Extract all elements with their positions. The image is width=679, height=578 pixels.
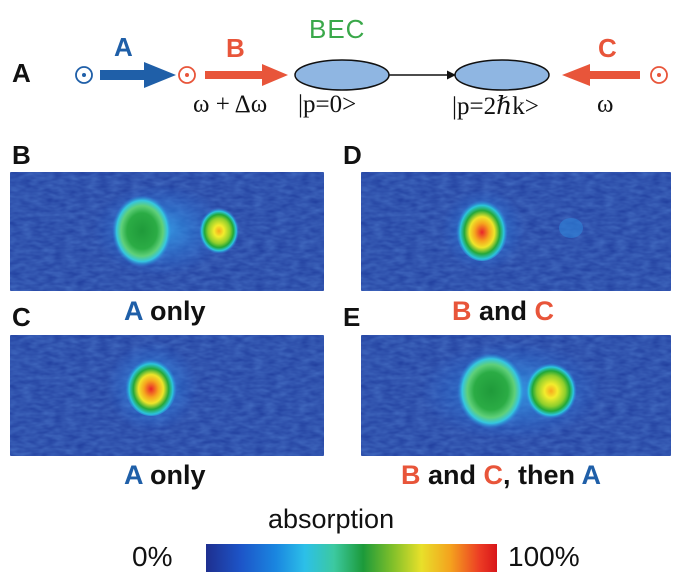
absorption-colorbar [206,544,497,572]
caption-part: B [452,296,472,326]
caption-part: and [471,296,535,326]
beam-c-label: C [598,33,617,63]
circled-dot-icon-a [75,66,93,84]
caption-part: only [142,460,206,490]
panel-a-label: A [12,58,31,88]
absorption-image-e [361,335,671,456]
schematic-diagram [75,59,668,91]
caption-part: A [581,460,602,490]
beam-b-arrow [205,64,288,86]
caption-panel-b: A only [124,296,206,327]
beam-c-arrow [562,64,640,86]
caption-part: , then [503,460,582,490]
caption-part: only [142,296,206,326]
caption-part: A [124,296,143,326]
bec-cloud-rest [294,59,390,91]
beam-a-label: A [114,32,133,62]
panel-e-label: E [343,302,361,332]
frequency-b-label: ω + Δω [193,91,268,118]
panel-c-label: C [12,302,31,332]
circled-dot-icon-b [178,66,196,84]
caption-part: A [124,460,143,490]
caption-part: B [401,460,421,490]
bec-label: BEC [309,14,366,44]
circled-dot-icon-c [650,66,668,84]
colorbar-max-label: 100% [508,541,580,572]
bec-cloud-moving [454,59,550,91]
absorption-image-c [10,335,324,456]
colorbar-title: absorption [268,504,395,534]
caption-part: C [483,460,504,490]
beam-a-arrow [100,62,176,88]
caption-panel-e: B and C, then A [401,460,601,491]
caption-panel-d: B and C [452,296,554,327]
caption-part: C [534,296,555,326]
panel-b-label: B [12,140,31,170]
transition-arrow [389,70,456,80]
absorption-image-b [10,172,324,291]
caption-panel-c: A only [124,460,206,491]
caption-part: and [420,460,484,490]
beam-b-label: B [226,33,245,63]
panel-d-label: D [343,140,362,170]
frequency-c-label: ω [597,91,614,118]
absorption-image-d [361,172,671,291]
state-moving-label: |p=2ℏk> [452,93,539,120]
state-zero-label: |p=0> [298,91,357,118]
colorbar-min-label: 0% [132,541,173,572]
